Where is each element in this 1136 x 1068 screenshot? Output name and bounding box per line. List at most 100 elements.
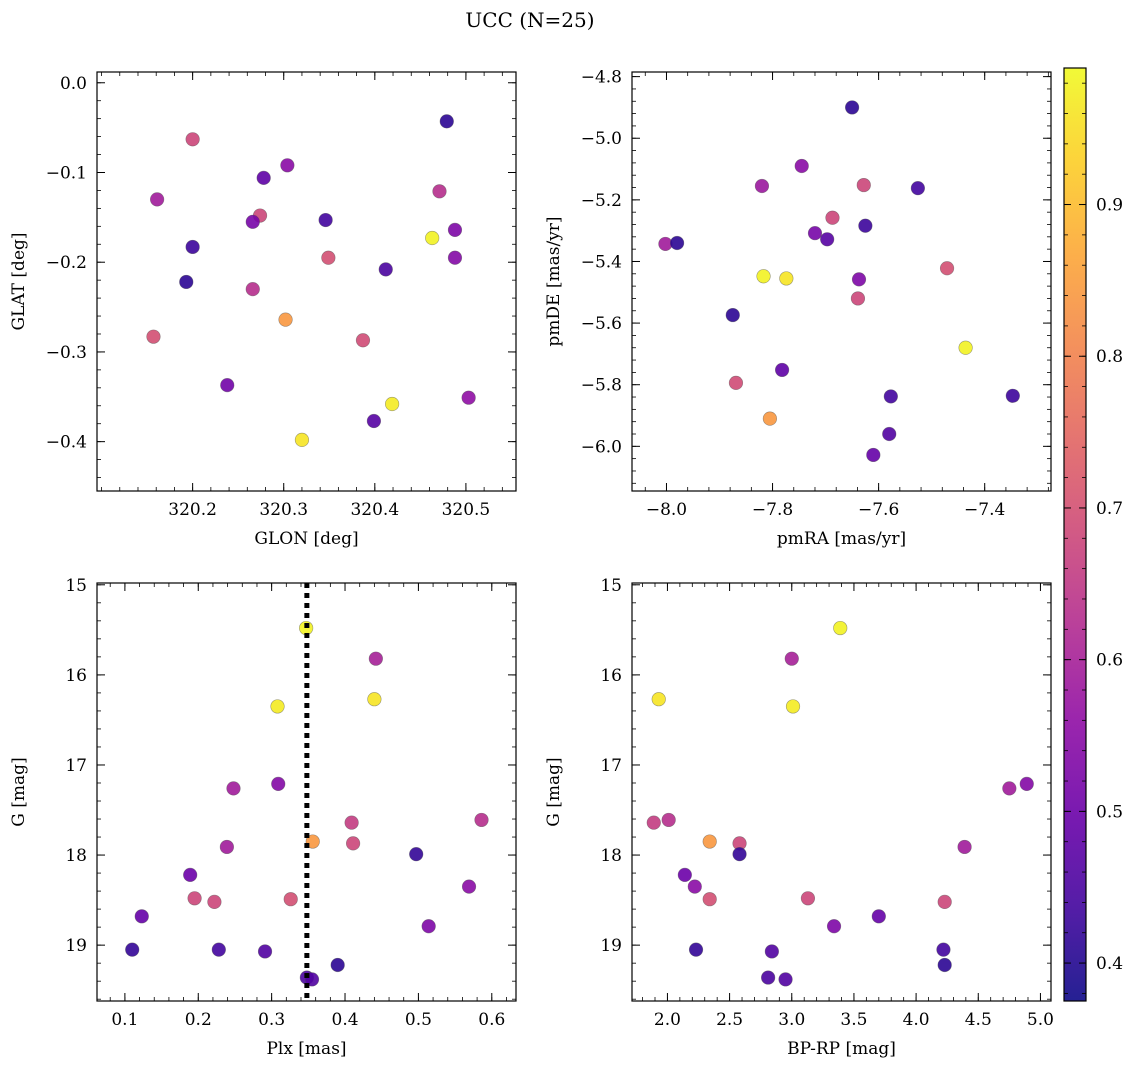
y-axis-label: G [mag] bbox=[9, 757, 29, 826]
x-tick-label: 320.5 bbox=[442, 500, 491, 520]
data-point bbox=[856, 177, 871, 193]
data-point bbox=[702, 892, 717, 907]
x-tick-label: 0.2 bbox=[185, 1010, 212, 1030]
x-tick-label: 320.2 bbox=[168, 500, 217, 520]
data-point bbox=[425, 230, 440, 246]
y-tick-label: −0.2 bbox=[46, 253, 87, 273]
x-tick-label: 2.0 bbox=[654, 1010, 681, 1030]
data-point bbox=[858, 218, 873, 233]
data-point bbox=[283, 892, 298, 907]
data-point bbox=[185, 239, 200, 255]
data-point bbox=[646, 815, 661, 830]
y-tick-label: 18 bbox=[65, 846, 87, 866]
data-point bbox=[146, 329, 161, 344]
x-tick-label: 0.1 bbox=[111, 1010, 138, 1030]
data-point bbox=[820, 232, 835, 247]
data-point bbox=[220, 378, 235, 393]
y-tick-label: −0.4 bbox=[46, 433, 87, 453]
colorbar-tick-label: 0.9 bbox=[1096, 196, 1123, 216]
y-tick-label: −6.0 bbox=[581, 437, 622, 457]
y-tick-label: −5.4 bbox=[581, 252, 622, 272]
data-point bbox=[321, 250, 336, 265]
data-point bbox=[179, 274, 194, 290]
colorbar-tick-label: 0.6 bbox=[1096, 651, 1123, 671]
y-tick-label: 19 bbox=[600, 936, 622, 956]
colorbar: 0.4 0.5 0.6 0.7 0.8 0.9 bbox=[1063, 67, 1123, 1002]
plot-frame bbox=[631, 71, 1052, 492]
data-point bbox=[409, 847, 424, 862]
data-point bbox=[910, 181, 925, 196]
x-axis-label: GLON [deg] bbox=[254, 529, 358, 549]
data-point bbox=[330, 957, 345, 973]
data-point bbox=[728, 375, 744, 390]
data-point bbox=[702, 834, 717, 849]
data-point bbox=[280, 158, 295, 173]
x-tick-label: 0.4 bbox=[332, 1010, 359, 1030]
x-tick-label: 320.3 bbox=[259, 500, 308, 520]
panel-3: 0.1 0.2 0.3 0.4 0.5 0.6 15 16 17 18 19 Plx [mas] G [… bbox=[9, 576, 517, 1059]
y-tick-label: 16 bbox=[600, 666, 622, 686]
data-point bbox=[778, 972, 793, 987]
x-tick-label: −7.8 bbox=[752, 500, 793, 520]
data-point bbox=[378, 262, 393, 277]
data-point bbox=[421, 919, 436, 934]
data-point bbox=[318, 212, 333, 228]
data-point bbox=[1002, 781, 1017, 796]
data-point bbox=[187, 891, 202, 906]
data-point bbox=[125, 942, 140, 957]
data-point bbox=[661, 812, 676, 828]
data-point bbox=[461, 879, 477, 894]
data-point bbox=[207, 894, 222, 910]
x-tick-label: 4.5 bbox=[965, 1010, 992, 1030]
x-axis-label: pmRA [mas/yr] bbox=[777, 529, 906, 549]
data-point bbox=[800, 891, 816, 906]
data-point bbox=[211, 942, 226, 957]
colorbar-gradient bbox=[1063, 67, 1087, 1002]
data-point bbox=[957, 839, 972, 855]
data-point bbox=[447, 222, 463, 238]
x-tick-label: 2.5 bbox=[716, 1010, 743, 1030]
data-point bbox=[271, 776, 286, 791]
figure-title: UCC (N=25) bbox=[465, 8, 594, 32]
x-axis-label: BP-RP [mag] bbox=[787, 1039, 896, 1059]
data-point bbox=[883, 389, 898, 404]
y-tick-label: −5.6 bbox=[581, 314, 622, 334]
y-tick-label: 18 bbox=[600, 846, 622, 866]
data-point bbox=[385, 396, 400, 412]
data-point bbox=[344, 815, 359, 830]
data-point bbox=[937, 894, 952, 910]
data-point bbox=[256, 170, 271, 185]
data-point bbox=[761, 970, 776, 985]
y-axis-label: GLAT [deg] bbox=[9, 232, 29, 330]
panels-group: 320.2 320.3 320.4 320.5 0.0 −0.1 −0.2 −0.3 −0.4 G… bbox=[9, 68, 1054, 1059]
data-point bbox=[756, 269, 771, 284]
data-point bbox=[226, 781, 241, 796]
x-tick-label: −7.6 bbox=[858, 500, 899, 520]
data-point bbox=[794, 158, 809, 174]
data-point bbox=[866, 447, 881, 463]
data-point bbox=[826, 919, 842, 934]
y-tick-label: 16 bbox=[65, 666, 87, 686]
panel-1: 320.2 320.3 320.4 320.5 0.0 −0.1 −0.2 −0.3 −0.4 G… bbox=[9, 71, 517, 549]
data-point bbox=[784, 651, 799, 666]
x-tick-label: −8.0 bbox=[646, 500, 687, 520]
x-tick-label: 4.0 bbox=[903, 1010, 930, 1030]
x-tick-label: 3.5 bbox=[840, 1010, 867, 1030]
y-tick-label: 17 bbox=[600, 756, 622, 776]
data-point bbox=[270, 699, 285, 714]
data-point bbox=[833, 620, 848, 636]
x-tick-label: 3.0 bbox=[778, 1010, 805, 1030]
data-point bbox=[474, 812, 489, 828]
data-point bbox=[439, 114, 454, 129]
y-tick-label: 17 bbox=[65, 756, 87, 776]
data-point bbox=[368, 651, 383, 666]
data-point bbox=[651, 692, 666, 707]
data-point bbox=[345, 836, 361, 851]
data-point bbox=[937, 957, 952, 973]
colorbar-tick-label: 0.8 bbox=[1096, 347, 1123, 367]
y-tick-label: 15 bbox=[65, 576, 87, 596]
data-point bbox=[183, 867, 198, 882]
data-point bbox=[278, 312, 293, 327]
data-point bbox=[150, 192, 165, 207]
